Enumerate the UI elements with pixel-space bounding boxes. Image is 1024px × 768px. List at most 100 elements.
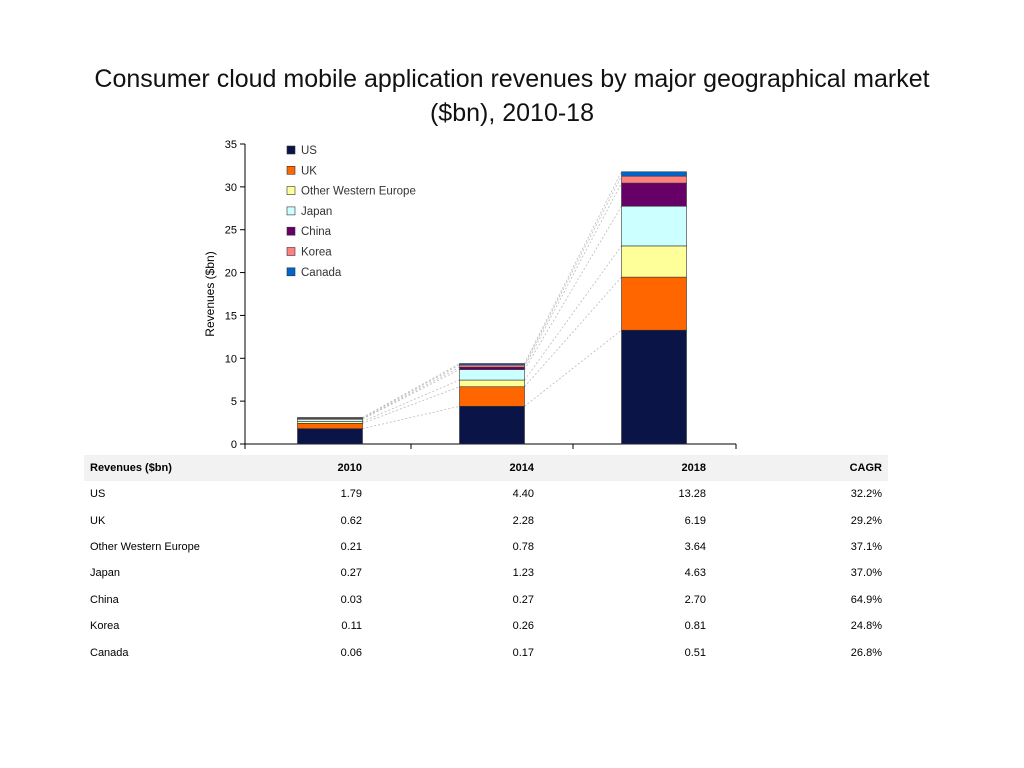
table-row: Other Western Europe 0.21 0.78 3.64 37.1… [84, 534, 888, 560]
cell-2010: 0.62 [340, 514, 362, 527]
connector-line [524, 206, 622, 370]
bar-segment-us [459, 405, 525, 445]
bar-segment-canada [459, 363, 525, 366]
connector-line [362, 369, 460, 420]
cell-2010: 0.11 [341, 620, 362, 633]
legend-label: Other Western Europe [301, 186, 416, 198]
legend-swatch [286, 186, 296, 195]
cell-2010: 1.79 [340, 488, 362, 501]
cell-cagr: 64.9% [850, 593, 882, 606]
cell-market: Canada [90, 646, 129, 659]
connector-line [362, 363, 460, 418]
bar-segment-japan [621, 205, 687, 247]
bar-segment-us [621, 329, 687, 445]
y-tick-label: 35 [225, 139, 237, 151]
cell-2018: 13.28 [678, 488, 706, 501]
bar-segment-japan [459, 369, 525, 381]
cell-2018: 6.19 [684, 514, 706, 527]
connector-line [524, 329, 622, 407]
y-tick-label: 20 [225, 268, 237, 280]
cell-2010: 0.27 [340, 567, 362, 580]
table-row: Japan 0.27 1.23 4.63 37.0% [84, 560, 888, 586]
table-row: US 1.79 4.40 13.28 32.2% [84, 481, 888, 507]
connector-line [362, 386, 460, 424]
header-cell-2010: 2010 [246, 455, 368, 481]
bar-segment-other-western-europe [621, 245, 687, 278]
table-header-row: Revenues ($bn) 2010 2014 2018 CAGR [84, 455, 888, 481]
table-row: UK 0.62 2.28 6.19 29.2% [84, 507, 888, 533]
bar-segment-canada [621, 171, 687, 177]
bar-segment-uk [297, 423, 363, 429]
connector-line [524, 245, 622, 381]
legend-swatch [286, 165, 296, 175]
connector-line [362, 364, 460, 419]
bar-segment-korea [621, 175, 687, 184]
legend-swatch [286, 226, 296, 236]
cell-cagr: 32.2% [850, 488, 882, 501]
connector-line [362, 405, 460, 430]
bar-segment-uk [621, 276, 687, 331]
legend-label: China [301, 226, 332, 238]
cell-cagr: 37.0% [850, 567, 882, 580]
cell-2014: 4.40 [512, 488, 534, 501]
chart-title-line-2: ($bn), 2010-18 [429, 99, 594, 127]
y-axis-title: Revenues ($bn) [203, 251, 217, 336]
y-tick-label: 10 [225, 353, 237, 365]
y-tick-label: 5 [231, 396, 237, 408]
bar-segment-uk [459, 386, 525, 407]
header-cell-cagr: CAGR [712, 455, 888, 481]
connector-line [524, 182, 622, 368]
cell-cagr: 24.8% [850, 620, 882, 633]
legend-label: Korea [301, 247, 332, 259]
cell-market: Other Western Europe [90, 540, 200, 553]
cell-market: Japan [90, 567, 120, 580]
cell-2018: 0.51 [684, 646, 706, 659]
cell-2014: 0.17 [512, 646, 534, 659]
cell-2014: 1.23 [512, 567, 534, 580]
y-tick-label: 25 [225, 225, 237, 237]
cell-2018: 3.64 [684, 540, 706, 553]
chart-title: Consumer cloud mobile application revenu… [40, 62, 984, 130]
cell-market: China [90, 593, 119, 606]
legend-label: US [301, 145, 317, 157]
legend-swatch [286, 247, 296, 256]
cell-2010: 0.21 [340, 540, 362, 553]
cell-cagr: 37.1% [850, 540, 882, 553]
header-cell-market: Revenues ($bn) [84, 455, 246, 481]
cell-2018: 0.81 [684, 620, 706, 633]
cell-cagr: 29.2% [850, 514, 882, 527]
cell-2014: 0.26 [512, 620, 534, 633]
bar-segment-other-western-europe [459, 379, 525, 388]
legend-label: Canada [301, 267, 342, 279]
cell-2018: 2.70 [684, 593, 706, 606]
legend-label: UK [301, 165, 317, 177]
bar-segment-us [297, 428, 363, 445]
cell-2014: 2.28 [512, 514, 534, 527]
bar-segment-china [459, 366, 525, 370]
table-row: Korea 0.11 0.26 0.81 24.8% [84, 613, 888, 639]
cell-cagr: 26.8% [850, 646, 882, 659]
cell-2010: 0.03 [340, 593, 362, 606]
chart-title-line-1: Consumer cloud mobile application revenu… [94, 65, 930, 93]
cell-2018: 4.63 [684, 567, 706, 580]
legend-swatch [286, 145, 296, 155]
connector-line [524, 171, 622, 364]
legend-label: Japan [301, 206, 332, 218]
table-row: Canada 0.06 0.17 0.51 26.8% [84, 639, 888, 665]
y-tick-label: 0 [231, 439, 237, 451]
table-row: China 0.03 0.27 2.70 64.9% [84, 587, 888, 613]
header-cell-2018: 2018 [540, 455, 712, 481]
stacked-bar-chart: 0 5 10 15 20 25 30 35 Revenues ($bn) US UK Other We… [203, 139, 737, 451]
revenue-table: Revenues ($bn) 2010 2014 2018 CAGR US 1.… [84, 455, 888, 666]
cell-2014: 0.78 [512, 540, 534, 553]
connector-line [524, 175, 622, 366]
bar-segment-canada [297, 417, 363, 419]
cell-market: Korea [90, 620, 120, 633]
cell-market: UK [90, 514, 106, 527]
cell-2010: 0.06 [340, 646, 362, 659]
connector-line [362, 379, 460, 422]
cell-2014: 0.27 [512, 593, 534, 606]
legend-swatch [286, 267, 296, 277]
header-cell-2014: 2014 [368, 455, 540, 481]
connector-line [524, 276, 622, 388]
